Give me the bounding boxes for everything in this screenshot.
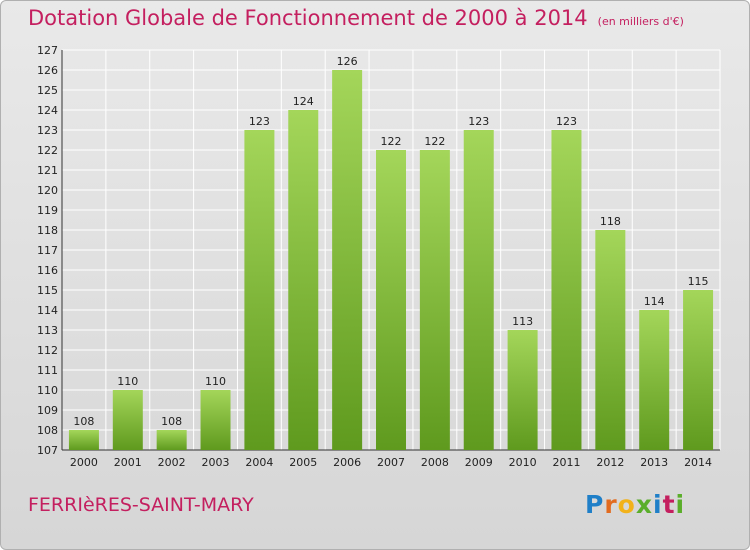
- bars: [68, 70, 714, 450]
- x-tick-label: 2001: [114, 456, 142, 469]
- bar: [463, 130, 494, 450]
- chart-title-text: Dotation Globale de Fonctionnement de 20…: [28, 6, 588, 30]
- bar: [156, 430, 187, 450]
- bar: [419, 150, 450, 450]
- bar: [376, 150, 406, 450]
- x-tick-labels: 2000 2001 2002 2003 2004 2005 2006 2007 2008 2009…: [70, 456, 712, 469]
- bar: [288, 110, 319, 450]
- y-tick-label: 117: [37, 244, 58, 257]
- x-tick-label: 2002: [158, 456, 186, 469]
- y-tick-label: 120: [37, 184, 58, 197]
- value-label: 108: [73, 415, 94, 428]
- bar: [551, 130, 582, 450]
- y-tick-label: 110: [37, 384, 58, 397]
- bar: [68, 430, 99, 450]
- x-tick-label: 2011: [552, 456, 580, 469]
- y-tick-label: 108: [37, 424, 58, 437]
- value-label: 110: [205, 375, 226, 388]
- y-tick-label: 127: [37, 44, 58, 57]
- bar: [112, 390, 143, 450]
- value-label: 123: [249, 115, 270, 128]
- x-tick-label: 2004: [245, 456, 273, 469]
- y-tick-label: 114: [37, 304, 58, 317]
- y-tick-label: 122: [37, 144, 58, 157]
- y-tick-label: 125: [37, 84, 58, 97]
- bar: [332, 70, 363, 450]
- value-label: 124: [293, 95, 314, 108]
- y-tick-label: 112: [37, 344, 58, 357]
- y-tick-label: 119: [37, 204, 58, 217]
- y-tick-label: 123: [37, 124, 58, 137]
- y-tick-label: 111: [37, 364, 58, 377]
- chart-subtitle: (en milliers d'€): [597, 15, 684, 28]
- bar: [244, 130, 275, 450]
- x-tick-label: 2009: [465, 456, 493, 469]
- y-tick-labels: 107 108 109 110 111 112 113 114 115 116 117 118 119 1…: [37, 44, 58, 457]
- x-tick-label: 2007: [377, 456, 405, 469]
- value-label: 110: [117, 375, 138, 388]
- bar: [507, 330, 538, 450]
- x-tick-label: 2005: [289, 456, 317, 469]
- x-tick-label: 2008: [421, 456, 449, 469]
- y-tick-label: 126: [37, 64, 58, 77]
- bar: [639, 310, 670, 450]
- value-label: 113: [512, 315, 533, 328]
- y-tick-label: 107: [37, 444, 58, 457]
- commune-name: FERRIèRES-SAINT-MARY: [28, 494, 254, 516]
- bar: [595, 230, 626, 450]
- value-label: 115: [688, 275, 709, 288]
- x-tick-label: 2012: [596, 456, 624, 469]
- value-label: 126: [337, 55, 358, 68]
- chart-title: Dotation Globale de Fonctionnement de 20…: [28, 6, 684, 30]
- x-tick-label: 2013: [640, 456, 668, 469]
- x-tick-label: 2000: [70, 456, 98, 469]
- bar: [683, 290, 714, 450]
- x-tick-label: 2010: [509, 456, 537, 469]
- x-tick-label: 2006: [333, 456, 361, 469]
- value-label: 122: [424, 135, 445, 148]
- y-tick-label: 118: [37, 224, 58, 237]
- x-tick-label: 2003: [202, 456, 230, 469]
- value-label: 108: [161, 415, 182, 428]
- y-tick-label: 124: [37, 104, 58, 117]
- y-tick-label: 121: [37, 164, 58, 177]
- value-label: 123: [468, 115, 489, 128]
- value-label: 122: [381, 135, 402, 148]
- y-tick-label: 109: [37, 404, 58, 417]
- y-tick-label: 116: [37, 264, 58, 277]
- value-label: 114: [644, 295, 665, 308]
- value-label: 123: [556, 115, 577, 128]
- y-tick-label: 113: [37, 324, 58, 337]
- x-tick-label: 2014: [684, 456, 712, 469]
- value-labels: 108 110 108 110 123 124 126 122 122 123 113 123 118 1…: [73, 55, 708, 428]
- value-label: 118: [600, 215, 621, 228]
- bar: [200, 390, 231, 450]
- y-tick-label: 115: [37, 284, 58, 297]
- proxiti-logo: Proxiti: [585, 490, 686, 519]
